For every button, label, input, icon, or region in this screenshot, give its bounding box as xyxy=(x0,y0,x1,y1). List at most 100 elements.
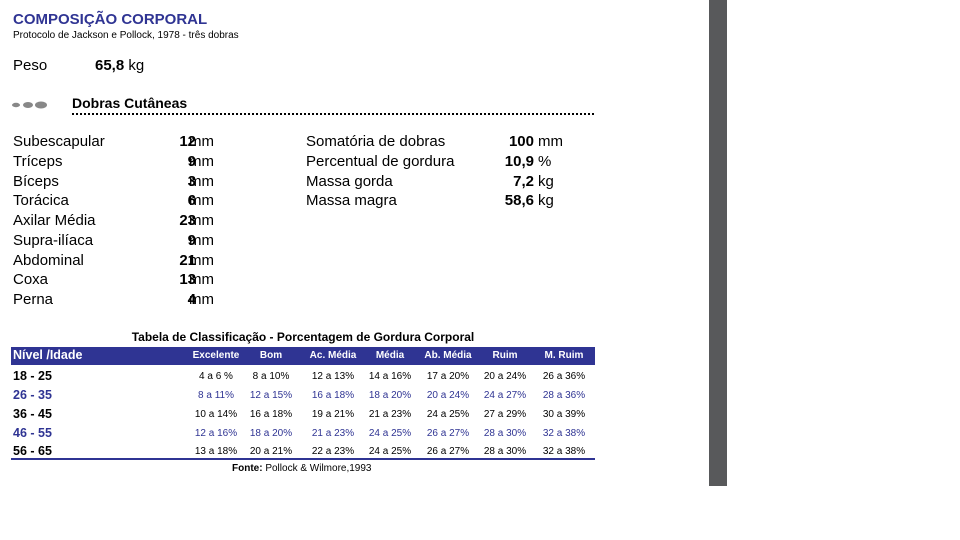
skinfold-label: Coxa xyxy=(13,271,49,289)
table-row: 56 - 65 13 a 18% 20 a 21% 22 a 23% 24 a 25% 2… xyxy=(11,442,595,461)
result-row: Massa gorda 7,2 kg xyxy=(306,172,586,192)
skinfold-unit: mm xyxy=(189,251,214,269)
skinfold-label: Axilar Média xyxy=(13,212,96,229)
table-header-cell: Média xyxy=(375,350,405,361)
table-cell: 26 a 36% xyxy=(542,371,586,382)
table-cell: 28 a 30% xyxy=(483,446,527,457)
result-row: Somatória de dobras 100 mm xyxy=(306,132,586,152)
table-cell: 28 a 36% xyxy=(542,390,586,401)
skinfold-row: Torácica 6 mm xyxy=(13,191,223,211)
table-cell: 24 a 27% xyxy=(483,390,527,401)
table-header-cell: Excelente xyxy=(192,350,240,361)
table-cell: 21 a 23% xyxy=(368,409,412,420)
table-cell: 21 a 23% xyxy=(311,428,355,439)
table-cell: 8 a 11% xyxy=(198,390,234,401)
table-source-text: Pollock & Wilmore,1993 xyxy=(265,463,372,474)
table-row-age: 56 - 65 xyxy=(13,444,52,458)
table-cell: 24 a 25% xyxy=(426,409,470,420)
document-title: COMPOSIÇÃO CORPORAL xyxy=(13,11,208,28)
result-unit: kg xyxy=(538,192,554,210)
table-row-age: 46 - 55 xyxy=(13,426,52,440)
skinfold-label: Bíceps xyxy=(13,172,59,190)
skinfold-value: 6 xyxy=(187,192,196,210)
table-cell: 10 a 14% xyxy=(194,409,238,420)
table-cell: 12 a 16% xyxy=(194,428,238,439)
skinfold-unit: mm xyxy=(189,271,214,289)
skinfold-row: Coxa 13 mm xyxy=(13,270,223,290)
skinfold-unit: mm xyxy=(189,152,214,170)
bullet-dots-icon xyxy=(12,101,47,109)
skinfold-value: 4 xyxy=(187,291,196,308)
skinfold-label: Perna xyxy=(13,291,54,308)
table-cell: 28 a 30% xyxy=(483,428,527,439)
result-label: Massa gorda xyxy=(306,172,393,190)
table-bottom-rule xyxy=(11,458,595,460)
skinfold-value: 3 xyxy=(187,172,196,190)
table-cell: 32 a 38% xyxy=(542,446,586,457)
table-cell: 26 a 27% xyxy=(426,446,470,457)
result-label: Percentual de gordura xyxy=(306,152,455,170)
table-cell: 14 a 16% xyxy=(368,371,412,382)
table-cell: 20 a 21% xyxy=(249,446,293,457)
table-cell: 22 a 23% xyxy=(311,446,355,457)
table-source-label: Fonte: xyxy=(232,463,263,474)
skinfold-value: 23 xyxy=(179,212,196,229)
table-header-cell: Bom xyxy=(259,350,283,361)
skinfold-unit: mm xyxy=(189,172,214,190)
table-header-first: Nível /Idade xyxy=(13,348,83,362)
skinfold-unit: mm xyxy=(189,212,214,229)
weight-value: 65,8 kg xyxy=(95,57,144,74)
weight-unit: kg xyxy=(128,57,145,74)
result-label: Massa magra xyxy=(306,192,397,210)
table-row: 18 - 25 4 a 6 % 8 a 10% 12 a 13% 14 a 16% 17 … xyxy=(11,367,595,386)
skinfold-row: Perna 4 mm xyxy=(13,290,223,310)
result-unit: % xyxy=(538,152,552,170)
table-cell: 8 a 10% xyxy=(252,371,290,382)
table-cell: 27 a 29% xyxy=(483,409,527,420)
skinfold-unit: mm xyxy=(189,192,214,210)
skinfold-value: 12 xyxy=(179,133,196,150)
section-divider xyxy=(72,113,594,115)
table-cell: 30 a 39% xyxy=(542,409,586,420)
table-cell: 4 a 6 % xyxy=(199,371,233,382)
table-cell: 16 a 18% xyxy=(311,390,355,401)
skinfold-label: Subescapular xyxy=(13,133,105,150)
table-cell: 12 a 15% xyxy=(249,390,293,401)
table-cell: 17 a 20% xyxy=(426,371,470,382)
table-cell: 20 a 24% xyxy=(426,390,470,401)
skinfold-row: Axilar Média 23 mm xyxy=(13,211,223,231)
table-cell: 20 a 24% xyxy=(483,371,527,382)
table-cell: 19 a 21% xyxy=(311,409,355,420)
table-cell: 18 a 20% xyxy=(368,390,412,401)
table-cell: 26 a 27% xyxy=(426,428,470,439)
table-cell: 32 a 38% xyxy=(542,428,586,439)
result-unit: kg xyxy=(538,172,554,190)
result-unit: mm xyxy=(538,133,563,150)
skinfold-unit: mm xyxy=(189,231,214,249)
skinfold-value: 9 xyxy=(187,152,196,170)
table-title: Tabela de Classificação - Porcentagem de… xyxy=(131,330,475,344)
result-value: 58,6 xyxy=(504,192,534,210)
skinfold-row: Subescapular 12 mm xyxy=(13,132,223,152)
table-header-cell: Ac. Média xyxy=(309,350,357,361)
result-value: 100 xyxy=(508,133,534,150)
result-label: Somatória de dobras xyxy=(306,133,446,150)
result-row: Percentual de gordura 10,9% xyxy=(306,152,586,172)
weight-label: Peso xyxy=(13,57,48,74)
skinfold-row: Bíceps 3 mm xyxy=(13,172,223,192)
table-cell: 12 a 13% xyxy=(311,371,355,382)
skinfold-value: 21 xyxy=(179,251,196,269)
skinfold-value: 13 xyxy=(179,271,196,289)
skinfold-unit: mm xyxy=(189,291,214,308)
skinfold-label: Tríceps xyxy=(13,152,63,170)
table-cell: 18 a 20% xyxy=(249,428,293,439)
table-header-cell: Ab. Média xyxy=(424,350,472,361)
table-row-age: 26 - 35 xyxy=(13,388,52,402)
skinfold-row: Tríceps 9 mm xyxy=(13,152,223,172)
table-row: 26 - 35 8 a 11% 12 a 15% 16 a 18% 18 a 20% 20… xyxy=(11,386,595,405)
section-title: Dobras Cutâneas xyxy=(72,95,188,111)
table-row: 36 - 45 10 a 14% 16 a 18% 19 a 21% 21 a 23% 2… xyxy=(11,405,595,424)
skinfold-label: Abdominal xyxy=(13,251,84,269)
table-header-cell: M. Ruim xyxy=(544,350,584,361)
vertical-scrollbar[interactable] xyxy=(709,0,727,486)
